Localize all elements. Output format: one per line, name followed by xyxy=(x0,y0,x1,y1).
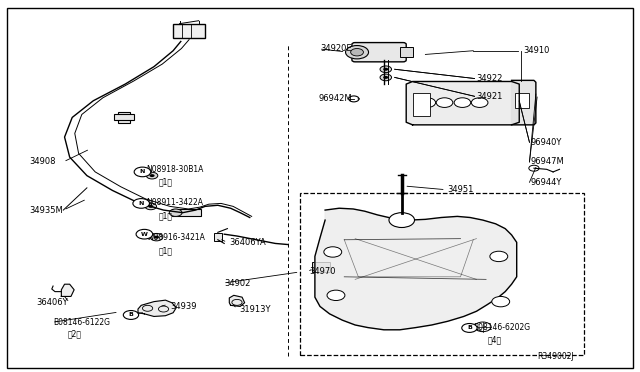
Bar xyxy=(118,112,131,123)
Text: R349002J: R349002J xyxy=(537,352,574,361)
Bar xyxy=(114,115,134,121)
Text: N: N xyxy=(138,201,144,206)
Text: 96942M: 96942M xyxy=(318,94,352,103)
Circle shape xyxy=(136,230,153,239)
Text: 34908: 34908 xyxy=(29,157,56,166)
Text: W08916-3421A: W08916-3421A xyxy=(147,233,205,243)
Bar xyxy=(172,209,200,217)
FancyBboxPatch shape xyxy=(352,42,406,62)
Text: N: N xyxy=(140,169,145,174)
Text: B: B xyxy=(467,326,472,330)
Text: 34902: 34902 xyxy=(224,279,251,288)
Text: N08918-30B1A: N08918-30B1A xyxy=(147,165,204,174)
Text: （1）: （1） xyxy=(159,178,173,187)
Text: （4）: （4） xyxy=(487,335,502,344)
Circle shape xyxy=(124,311,139,320)
Bar xyxy=(173,24,205,38)
Polygon shape xyxy=(229,295,244,307)
Polygon shape xyxy=(61,284,74,296)
Circle shape xyxy=(170,209,182,217)
Circle shape xyxy=(346,45,369,59)
Text: （1）: （1） xyxy=(159,211,173,220)
Text: W: W xyxy=(141,232,148,237)
Text: B: B xyxy=(129,312,133,317)
Polygon shape xyxy=(511,80,536,125)
Circle shape xyxy=(389,213,415,228)
Text: 34921: 34921 xyxy=(476,92,503,101)
Polygon shape xyxy=(138,300,176,317)
Text: 96947M: 96947M xyxy=(531,157,564,166)
Text: 34920E: 34920E xyxy=(320,44,351,53)
Bar xyxy=(400,47,413,57)
Text: 34951: 34951 xyxy=(448,185,474,194)
Circle shape xyxy=(148,205,154,208)
Text: B08146-6202G: B08146-6202G xyxy=(473,323,531,332)
Polygon shape xyxy=(315,208,516,330)
Text: 31913Y: 31913Y xyxy=(239,305,270,314)
Text: 96940Y: 96940Y xyxy=(531,138,562,147)
Circle shape xyxy=(133,199,150,208)
Circle shape xyxy=(134,167,151,177)
Text: 34939: 34939 xyxy=(170,302,196,311)
Text: 36406Y: 36406Y xyxy=(36,298,67,307)
Circle shape xyxy=(380,66,392,73)
Text: 34910: 34910 xyxy=(523,46,550,55)
Bar xyxy=(515,93,529,108)
Circle shape xyxy=(383,68,388,71)
Text: N08911-3422A: N08911-3422A xyxy=(147,198,204,207)
Circle shape xyxy=(436,98,453,108)
Circle shape xyxy=(324,247,342,257)
Circle shape xyxy=(490,251,508,262)
Polygon shape xyxy=(406,81,519,125)
Bar xyxy=(312,262,330,272)
Circle shape xyxy=(383,76,388,79)
Text: （1）: （1） xyxy=(159,246,173,255)
Text: 96944Y: 96944Y xyxy=(531,178,562,187)
Bar xyxy=(413,93,431,116)
Circle shape xyxy=(351,48,364,56)
Text: （2）: （2） xyxy=(68,330,82,339)
Circle shape xyxy=(147,172,158,179)
Circle shape xyxy=(150,234,163,241)
Circle shape xyxy=(154,235,159,238)
Circle shape xyxy=(462,324,477,333)
Bar xyxy=(214,233,221,241)
Text: 34970: 34970 xyxy=(309,267,335,276)
Text: 34922: 34922 xyxy=(476,74,503,83)
Text: 36406YA: 36406YA xyxy=(229,238,266,247)
Circle shape xyxy=(492,296,509,307)
Circle shape xyxy=(471,98,488,108)
Circle shape xyxy=(419,98,436,108)
Circle shape xyxy=(150,174,155,177)
Circle shape xyxy=(454,98,470,108)
Circle shape xyxy=(145,203,157,210)
Text: 34935M: 34935M xyxy=(29,206,63,215)
Circle shape xyxy=(380,74,392,81)
Text: B08146-6122G: B08146-6122G xyxy=(53,318,110,327)
Bar xyxy=(300,193,584,355)
Circle shape xyxy=(327,290,345,301)
